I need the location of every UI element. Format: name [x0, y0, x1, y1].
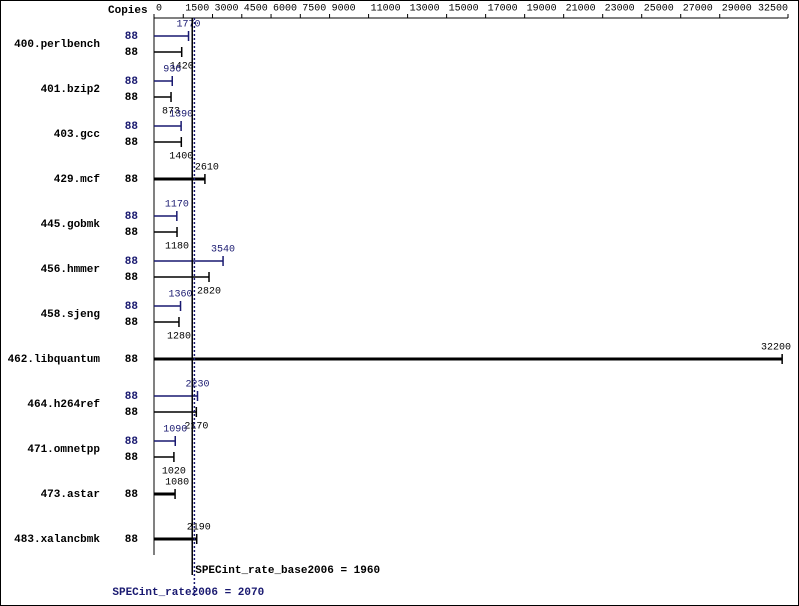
- reference-label: SPECint_rate2006 = 2070: [112, 587, 264, 599]
- x-tick-label: 15000: [449, 4, 479, 15]
- copies-label: 88: [125, 76, 139, 88]
- category-label: 400.perlbench: [14, 39, 100, 51]
- value-label: 936: [163, 65, 181, 76]
- category-label: 445.gobmk: [41, 219, 101, 231]
- x-tick-label: 9000: [332, 4, 356, 15]
- copies-label: 88: [125, 407, 139, 419]
- copies-label: 88: [125, 534, 139, 546]
- copies-label: 88: [125, 211, 139, 223]
- copies-label: 88: [125, 272, 139, 284]
- x-tick-label: 11000: [371, 4, 401, 15]
- value-label: 2190: [187, 523, 211, 534]
- copies-header: Copies: [108, 5, 148, 17]
- x-tick-label: 29000: [722, 4, 752, 15]
- category-label: 403.gcc: [54, 129, 100, 141]
- value-label: 1280: [167, 332, 191, 343]
- copies-label: 88: [125, 227, 139, 239]
- x-tick-label: 32500: [758, 4, 788, 15]
- value-label: 1770: [177, 20, 201, 31]
- x-tick-label: 21000: [566, 4, 596, 15]
- x-tick-label: 3000: [215, 4, 239, 15]
- value-label: 1400: [169, 152, 193, 163]
- x-tick-label: 27000: [683, 4, 713, 15]
- value-label: 3540: [211, 245, 235, 256]
- x-tick-label: 17000: [488, 4, 518, 15]
- x-tick-label: 13000: [410, 4, 440, 15]
- value-label: 1020: [162, 467, 186, 478]
- x-tick-label: 19000: [527, 4, 557, 15]
- value-label: 2610: [195, 163, 219, 174]
- copies-label: 88: [125, 354, 139, 366]
- value-label: 32200: [761, 343, 791, 354]
- copies-label: 88: [125, 489, 139, 501]
- value-label: 2170: [184, 422, 208, 433]
- x-tick-label: 23000: [605, 4, 635, 15]
- x-tick-label: 25000: [644, 4, 674, 15]
- value-label: 1170: [165, 200, 189, 211]
- value-label: 1390: [169, 110, 193, 121]
- category-label: 429.mcf: [54, 174, 101, 186]
- value-label: 2820: [197, 287, 221, 298]
- copies-label: 88: [125, 436, 139, 448]
- category-label: 458.sjeng: [41, 309, 100, 321]
- x-tick-label: 6000: [273, 4, 297, 15]
- x-tick-label: 0: [156, 4, 162, 15]
- value-label: 873: [162, 107, 180, 118]
- copies-label: 88: [125, 317, 139, 329]
- copies-label: 88: [125, 301, 139, 313]
- x-tick-label: 4500: [244, 4, 268, 15]
- category-label: 464.h264ref: [27, 399, 100, 411]
- value-label: 1090: [163, 425, 187, 436]
- x-tick-label: 1500: [185, 4, 209, 15]
- value-label: 2230: [185, 380, 209, 391]
- copies-label: 88: [125, 452, 139, 464]
- copies-label: 88: [125, 256, 139, 268]
- value-label: 1420: [170, 62, 194, 73]
- copies-label: 88: [125, 121, 139, 133]
- value-label: 1180: [165, 242, 189, 253]
- category-label: 462.libquantum: [8, 354, 101, 366]
- x-tick-label: 7500: [302, 4, 326, 15]
- value-label: 1360: [169, 290, 193, 301]
- copies-label: 88: [125, 47, 139, 59]
- copies-label: 88: [125, 174, 139, 186]
- copies-label: 88: [125, 391, 139, 403]
- copies-label: 88: [125, 92, 139, 104]
- category-label: 456.hmmer: [41, 264, 100, 276]
- category-label: 483.xalancbmk: [14, 534, 100, 546]
- category-label: 401.bzip2: [41, 84, 100, 96]
- reference-label: SPECint_rate_base2006 = 1960: [195, 565, 380, 577]
- copies-label: 88: [125, 137, 139, 149]
- copies-label: 88: [125, 31, 139, 43]
- category-label: 471.omnetpp: [27, 444, 100, 456]
- category-label: 473.astar: [41, 489, 100, 501]
- value-label: 1080: [165, 478, 189, 489]
